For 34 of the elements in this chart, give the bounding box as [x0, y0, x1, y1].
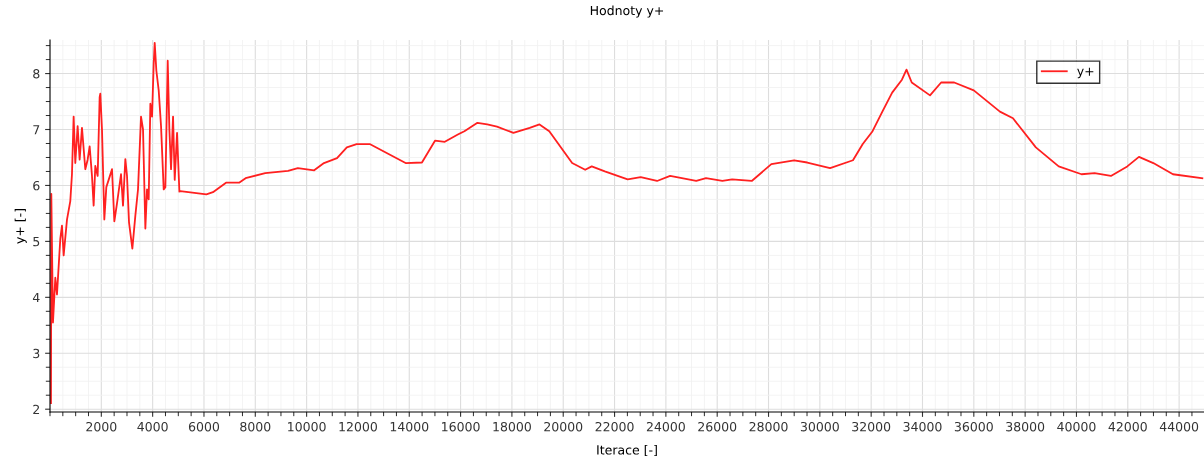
- y-tick-label: 6: [33, 180, 40, 191]
- x-tick-label: 26000: [698, 421, 737, 432]
- x-tick-label: 6000: [188, 421, 220, 432]
- y-tick-label: 5: [33, 237, 40, 247]
- x-axis-title: Iterace [-]: [597, 444, 657, 457]
- x-tick-label: 14000: [390, 421, 429, 432]
- x-tick-label: 30000: [800, 421, 839, 432]
- x-tick-label: 10000: [288, 421, 326, 432]
- line-series: [50, 41, 1204, 404]
- x-tick-label: 34000: [903, 421, 942, 432]
- legend-label: y+: [1077, 67, 1094, 79]
- x-tick-label: 40000: [1057, 421, 1096, 432]
- chart-title: Hodnoty y+: [590, 5, 664, 18]
- x-tick-label: 32000: [852, 421, 891, 432]
- x-tick-label: 38000: [1006, 421, 1045, 432]
- x-tick-label: 42000: [1108, 421, 1147, 432]
- x-tick-label: 24000: [646, 421, 685, 432]
- y-tick-label: 8: [33, 69, 40, 79]
- x-tick-label: 22000: [595, 421, 634, 432]
- x-tick-label: 28000: [749, 421, 788, 432]
- x-tick-label: 8000: [240, 421, 271, 432]
- x-tick-label: 18000: [493, 421, 531, 432]
- y-axis-title: y+ [-]: [14, 209, 27, 244]
- x-tick-label: 36000: [954, 421, 993, 432]
- x-tick-label: 2000: [86, 421, 117, 432]
- y-tick-label: 4: [32, 292, 40, 303]
- x-tick-label: 44000: [1159, 421, 1199, 432]
- y-tick-label: 2: [33, 404, 40, 414]
- y-tick-label: 3: [33, 348, 40, 359]
- x-tick-label: 16000: [442, 421, 480, 432]
- x-tick-label: 20000: [544, 421, 583, 432]
- x-tick-label: 4000: [137, 421, 168, 432]
- x-tick-label: 12000: [339, 421, 377, 432]
- y-tick-label: 7: [33, 125, 40, 135]
